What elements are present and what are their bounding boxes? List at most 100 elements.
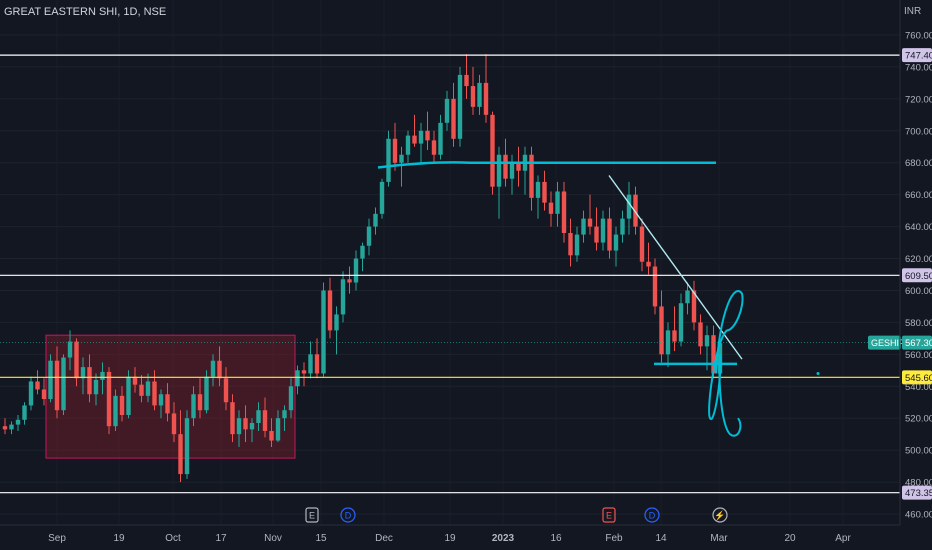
candle-body — [678, 303, 684, 342]
candle — [665, 322, 671, 368]
drawn-curve — [718, 354, 742, 437]
candle-body — [659, 306, 664, 355]
candle-body — [555, 191, 560, 214]
candle-body — [620, 218, 625, 235]
candle — [106, 367, 112, 435]
time-tick-label: 15 — [315, 533, 327, 544]
candle — [477, 74, 482, 115]
candle — [301, 362, 307, 387]
candle — [217, 346, 222, 387]
candle-body — [28, 381, 34, 406]
candle-body — [314, 354, 320, 374]
candle — [412, 114, 417, 147]
candle — [74, 338, 79, 387]
candle — [340, 271, 346, 323]
candle-body — [399, 154, 404, 163]
candle — [516, 146, 521, 187]
candle-body — [171, 413, 177, 435]
symbol-label: GESHIP — [871, 338, 905, 348]
candle-body — [613, 234, 619, 251]
last-price-tag — [902, 335, 932, 350]
dividend-marker-circle — [644, 507, 660, 523]
candle — [223, 367, 229, 411]
candle-body — [139, 384, 144, 396]
time-tick-label: Nov — [264, 533, 282, 544]
candle-body — [204, 376, 209, 411]
candle — [334, 306, 339, 355]
candle — [35, 370, 40, 395]
candle — [366, 218, 372, 256]
candle-body — [548, 202, 554, 214]
candle-body — [158, 394, 164, 406]
candle-body — [340, 279, 346, 315]
candle-body — [54, 360, 60, 411]
candle-body — [542, 181, 547, 203]
price-tick-label: 760.00 — [905, 31, 932, 42]
candle — [126, 370, 131, 419]
candle — [574, 226, 580, 262]
candle — [685, 282, 690, 315]
drawn-dot — [816, 371, 820, 375]
candle-body — [665, 330, 671, 355]
dividend-marker-circle — [340, 507, 356, 523]
candle — [451, 82, 456, 147]
candle-body — [288, 386, 294, 411]
candle-body — [405, 135, 411, 155]
candle-body — [145, 381, 151, 396]
candle — [184, 410, 190, 479]
candle-body — [704, 335, 710, 347]
candle-body — [197, 394, 203, 411]
candle — [425, 111, 430, 150]
candle-body — [269, 430, 274, 441]
candle — [191, 386, 196, 427]
candle-body — [15, 419, 21, 425]
candle-body — [152, 381, 157, 406]
candle — [405, 130, 411, 163]
candle-body — [48, 360, 53, 400]
candle — [652, 258, 658, 315]
candle — [230, 394, 235, 443]
candle-body — [470, 86, 476, 107]
candle-body — [61, 357, 66, 411]
event-markers: E D E D ⚡ — [305, 507, 728, 523]
candle-body — [22, 405, 27, 420]
candle-body — [295, 370, 300, 387]
time-tick-label: 16 — [550, 533, 562, 544]
candle — [418, 122, 424, 163]
candle-body — [366, 226, 372, 246]
price-tick-label: 700.00 — [905, 126, 932, 137]
candle-body — [230, 402, 235, 435]
price-tick-label: 740.00 — [905, 62, 932, 73]
level-price-label: 473.35 — [905, 488, 932, 499]
candle — [672, 306, 677, 352]
candle — [522, 146, 528, 195]
candle-body — [529, 154, 534, 198]
time-tick-label: 14 — [655, 533, 667, 544]
candle — [48, 354, 53, 403]
earnings-marker-box — [305, 507, 319, 523]
candle-body — [672, 330, 677, 342]
candle — [54, 346, 60, 419]
candle-body — [360, 245, 365, 259]
candle — [22, 402, 27, 425]
candle-body — [711, 335, 716, 374]
candle — [678, 293, 684, 347]
candle — [594, 207, 599, 251]
candle — [698, 314, 703, 355]
candle — [15, 415, 21, 431]
candle — [93, 373, 99, 406]
marker-label: E — [309, 511, 315, 521]
candle-body — [347, 279, 352, 283]
candle-body — [600, 218, 606, 243]
candle — [236, 410, 242, 447]
price-tick-label: 500.00 — [905, 446, 932, 457]
time-tick-label: Sep — [48, 533, 66, 544]
candle — [288, 378, 294, 419]
candle — [210, 354, 216, 387]
candle — [581, 210, 586, 243]
candle — [243, 405, 248, 443]
candle-body — [41, 389, 47, 400]
candle-body — [581, 218, 586, 235]
candle — [360, 242, 365, 272]
